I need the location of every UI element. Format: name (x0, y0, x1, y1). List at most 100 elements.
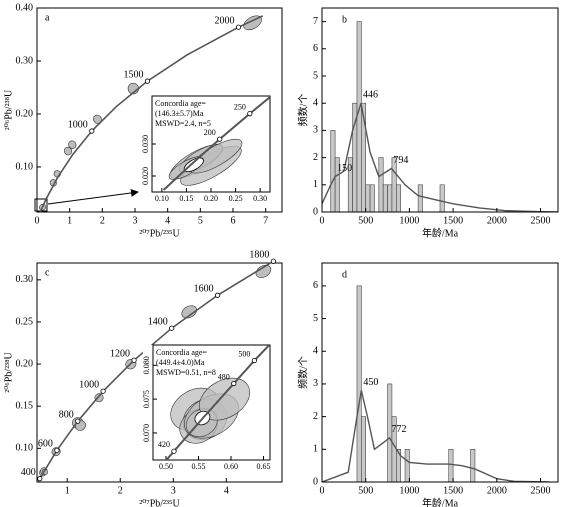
peak-label: 772 (391, 424, 406, 435)
y-tick-label: 0.20 (16, 108, 34, 119)
panel-label: c (45, 267, 50, 278)
age-label: 1600 (194, 284, 214, 295)
inset-annotation: (146.3±5.7)Ma (155, 109, 204, 118)
zoom-arrow (47, 188, 139, 205)
x-tick-label: 3 (133, 215, 138, 226)
x-tick-label: 3 (171, 485, 176, 496)
y-tick-label: 6 (313, 280, 318, 291)
histogram-bar (356, 285, 362, 482)
x-tick-label: 1000 (399, 485, 419, 496)
y-tick-label: 0.40 (16, 2, 34, 13)
x-tick-label: 0.25 (229, 194, 243, 203)
x-axis-label: 年龄/Ma (422, 226, 459, 239)
inset-annotation: Concordia age= (156, 348, 207, 357)
x-axis-label: ²⁰⁷Pb/²³⁵U (139, 228, 180, 239)
inset-frame (152, 344, 271, 461)
x-tick-label: 0.15 (179, 194, 193, 203)
x-tick-label: 0.30 (253, 194, 267, 203)
x-tick-label: 4 (224, 485, 229, 496)
kde-curve (322, 390, 550, 482)
y-tick-label: 0 (313, 206, 318, 217)
x-tick-label: 500 (358, 215, 373, 226)
age-label: 1000 (79, 379, 99, 390)
y-tick-label: 0.070 (142, 424, 151, 442)
x-tick-label: 1500 (443, 485, 463, 496)
peak-label: 446 (363, 89, 378, 100)
x-tick-label: 2000 (487, 485, 507, 496)
x-axis-label: ²⁰⁷Pb/²³⁵U (139, 498, 180, 507)
x-tick-label: 0 (320, 215, 325, 226)
x-tick-label: 500 (358, 485, 373, 496)
age-label: 200 (204, 128, 216, 137)
y-axis-label: ²⁰⁶Pb/²³⁸U (3, 351, 14, 392)
age-label: 250 (234, 102, 246, 111)
age-marker (270, 258, 276, 264)
age-label: 2000 (214, 15, 234, 26)
concordia-curve (165, 345, 270, 460)
panel-label: b (342, 14, 347, 25)
panel-label: a (45, 12, 50, 23)
age-label: 600 (38, 439, 53, 450)
age-marker (235, 24, 242, 30)
x-tick-label: 1 (65, 485, 70, 496)
histogram-bar (382, 184, 388, 212)
x-tick-label: 1000 (399, 215, 419, 226)
age-label: 1400 (148, 316, 168, 327)
age-marker (247, 111, 253, 117)
histogram-bar (439, 184, 445, 212)
age-marker (144, 78, 151, 84)
y-axis-label: 频数/个 (296, 94, 309, 127)
y-tick-label: 1 (313, 444, 318, 455)
histogram-bar (395, 449, 401, 482)
x-tick-label: 1 (67, 215, 72, 226)
age-marker (171, 448, 177, 454)
age-marker (100, 388, 106, 394)
x-axis-label: 年龄/Ma (422, 496, 459, 507)
age-label: 1000 (68, 119, 88, 130)
error-ellipse (181, 305, 197, 319)
age-marker (169, 325, 175, 331)
y-axis-label: ²⁰⁶Pb/²³⁸U (3, 89, 14, 130)
x-tick-label: 2000 (487, 215, 507, 226)
plot-area (165, 345, 270, 460)
plot-frame (36, 262, 283, 483)
age-marker (37, 476, 43, 482)
kde-curve (322, 102, 558, 212)
histogram-bar (334, 157, 340, 212)
histogram-bar (387, 184, 393, 212)
age-label: 1200 (110, 348, 130, 359)
y-tick-label: 2 (313, 152, 318, 163)
inset-annotation: Concordia age= (155, 99, 206, 108)
age-marker (89, 128, 95, 134)
inset-annotation: (449.4±4.0)Ma (156, 358, 205, 367)
plot-frame (321, 262, 559, 483)
y-tick-label: 0.075 (142, 390, 151, 408)
y-tick-label: 0.020 (141, 167, 150, 185)
y-tick-label: 0.10 (16, 161, 34, 172)
concordia-curve (37, 263, 272, 482)
y-tick-label: 2 (313, 411, 318, 422)
age-marker (217, 136, 223, 142)
plot-area (322, 285, 550, 482)
age-marker (231, 380, 237, 387)
age-label: 1500 (123, 69, 143, 80)
x-tick-label: 1500 (443, 215, 463, 226)
y-tick-label: 3 (313, 125, 318, 136)
y-tick-label: 0.030 (141, 135, 150, 153)
y-tick-label: 0.10 (16, 443, 34, 454)
age-label: 1800 (249, 250, 269, 261)
x-tick-label: 7 (263, 215, 268, 226)
y-tick-label: 6 (313, 43, 318, 54)
x-tick-label: 0.10 (155, 194, 169, 203)
x-tick-label: 0 (35, 215, 40, 226)
histogram-bar (365, 184, 371, 212)
histogram-bar (395, 184, 401, 212)
x-tick-label: 6 (231, 215, 236, 226)
error-ellipse (243, 15, 262, 31)
age-label: 800 (59, 409, 74, 420)
plot-frame (36, 7, 283, 213)
x-tick-label: 2 (118, 485, 123, 496)
histogram-bar (330, 130, 336, 212)
y-tick-label: 7 (313, 16, 318, 27)
